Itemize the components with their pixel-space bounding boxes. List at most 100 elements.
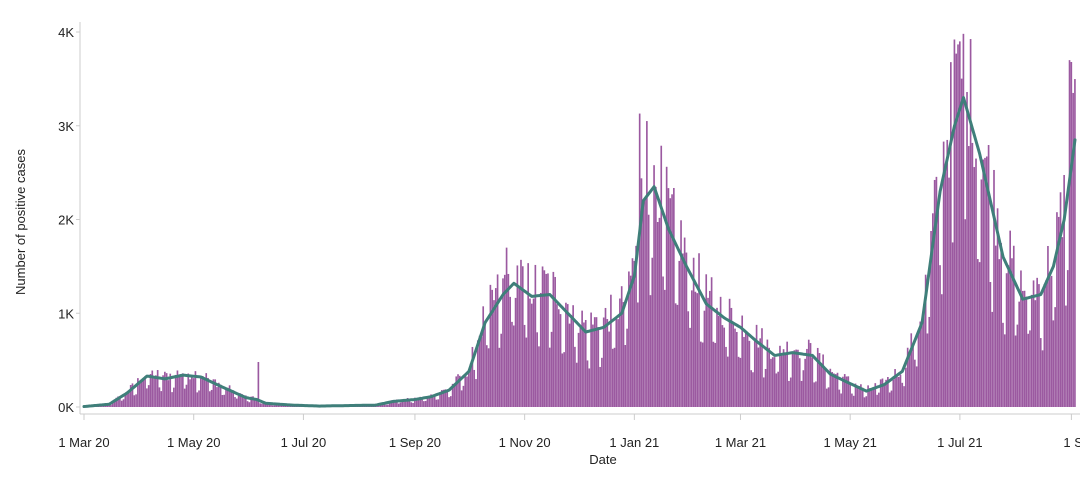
daily-bar bbox=[714, 342, 717, 407]
daily-bar bbox=[664, 289, 666, 407]
daily-bar bbox=[403, 400, 405, 407]
daily-bar bbox=[955, 53, 958, 408]
daily-bar bbox=[701, 342, 704, 407]
daily-bar bbox=[994, 245, 997, 407]
daily-bar bbox=[225, 388, 227, 407]
daily-bar bbox=[273, 405, 276, 407]
daily-bar bbox=[1063, 175, 1065, 407]
daily-bar bbox=[822, 354, 824, 407]
daily-bar bbox=[388, 401, 391, 407]
x-tick-label: 1 Jul 20 bbox=[281, 435, 327, 450]
daily-bar bbox=[556, 304, 558, 407]
daily-bar bbox=[534, 264, 537, 407]
x-tick-label: 1 Jan 21 bbox=[609, 435, 659, 450]
daily-bar bbox=[971, 142, 974, 407]
daily-bar bbox=[734, 328, 736, 407]
daily-bar bbox=[764, 368, 767, 407]
daily-bar bbox=[405, 399, 407, 407]
daily-bar bbox=[1045, 280, 1047, 407]
y-tick-label: 2K bbox=[58, 213, 74, 228]
y-tick-label: 3K bbox=[58, 119, 74, 134]
daily-bar bbox=[901, 382, 904, 407]
daily-bar bbox=[135, 394, 137, 407]
daily-bar bbox=[744, 331, 747, 407]
daily-bar bbox=[930, 231, 932, 407]
x-tick-label: 1 May 20 bbox=[167, 435, 220, 450]
daily-bar bbox=[683, 237, 686, 407]
daily-bar bbox=[545, 273, 547, 407]
daily-bar bbox=[840, 393, 842, 407]
daily-bar bbox=[484, 321, 486, 407]
daily-bar bbox=[182, 373, 184, 407]
daily-bar bbox=[529, 298, 531, 407]
daily-bar bbox=[471, 346, 474, 407]
daily-bar bbox=[394, 401, 396, 407]
daily-bar bbox=[807, 339, 810, 407]
daily-bar bbox=[235, 398, 238, 407]
daily-bar bbox=[678, 260, 681, 407]
daily-bar bbox=[987, 145, 990, 407]
daily-bar bbox=[793, 350, 796, 407]
daily-bar bbox=[865, 396, 868, 407]
daily-bar bbox=[521, 266, 524, 407]
daily-bar bbox=[676, 304, 679, 407]
daily-bar bbox=[811, 357, 814, 407]
daily-bar bbox=[791, 351, 794, 407]
daily-bar bbox=[144, 376, 146, 407]
daily-bar bbox=[164, 371, 166, 407]
x-tick-label: 1 Jul 21 bbox=[937, 435, 983, 450]
daily-bar bbox=[644, 199, 646, 407]
daily-bar bbox=[854, 383, 857, 407]
daily-bar bbox=[743, 336, 745, 407]
daily-bar bbox=[712, 341, 715, 407]
daily-bar bbox=[165, 373, 168, 407]
daily-bar bbox=[453, 384, 456, 407]
daily-bar bbox=[390, 400, 393, 407]
daily-bar bbox=[248, 402, 251, 407]
daily-bar bbox=[721, 325, 724, 407]
daily-bar bbox=[496, 274, 499, 407]
daily-bar bbox=[257, 362, 260, 407]
daily-bar bbox=[120, 400, 123, 407]
daily-bar bbox=[475, 379, 477, 407]
daily-bar bbox=[1025, 296, 1028, 407]
daily-bar bbox=[171, 392, 173, 407]
daily-bar bbox=[158, 387, 161, 407]
daily-bar bbox=[739, 357, 742, 407]
daily-bar bbox=[568, 323, 571, 407]
daily-bar bbox=[119, 398, 121, 407]
daily-bar bbox=[622, 302, 625, 407]
daily-bar bbox=[428, 397, 431, 407]
daily-bar bbox=[133, 395, 136, 407]
daily-bar bbox=[216, 387, 218, 407]
daily-bar bbox=[604, 307, 607, 407]
daily-bar bbox=[128, 390, 130, 407]
daily-bar bbox=[129, 385, 132, 407]
daily-bar bbox=[635, 245, 637, 407]
daily-bar bbox=[820, 363, 823, 407]
daily-bar bbox=[176, 370, 179, 407]
daily-bar bbox=[658, 217, 661, 407]
daily-bar bbox=[967, 146, 970, 408]
daily-bar bbox=[228, 385, 231, 407]
daily-bar bbox=[439, 392, 441, 407]
daily-bar bbox=[149, 374, 152, 407]
daily-bar bbox=[187, 373, 190, 407]
daily-bar bbox=[849, 382, 851, 407]
daily-bar bbox=[985, 156, 988, 407]
daily-bar bbox=[592, 324, 594, 407]
daily-bar bbox=[667, 188, 670, 407]
daily-bar bbox=[169, 373, 172, 407]
y-tick-label: 0K bbox=[58, 400, 74, 415]
daily-bar bbox=[673, 187, 675, 407]
daily-bar bbox=[140, 381, 143, 407]
daily-bar bbox=[671, 194, 673, 407]
daily-bar bbox=[689, 327, 691, 407]
daily-bar bbox=[773, 357, 776, 407]
daily-bar bbox=[691, 290, 693, 407]
daily-bar bbox=[757, 347, 760, 407]
daily-bar bbox=[818, 353, 821, 407]
daily-bar bbox=[210, 389, 213, 407]
y-tick-label: 4K bbox=[58, 25, 74, 40]
daily-bar bbox=[219, 384, 222, 407]
